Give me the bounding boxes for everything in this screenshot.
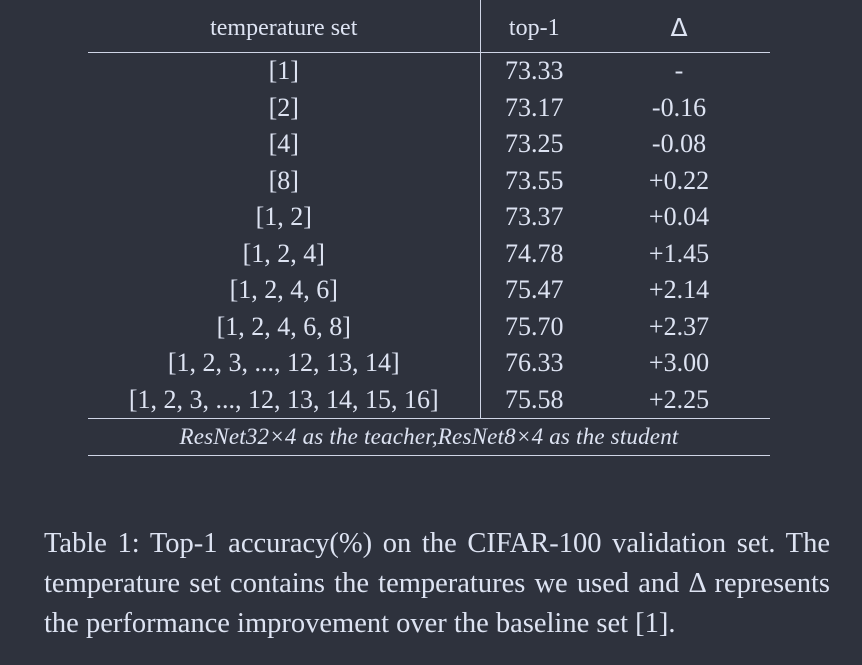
cell-delta: +0.22 bbox=[648, 165, 710, 195]
cell-delta: +2.14 bbox=[648, 275, 710, 305]
cell-delta: +2.37 bbox=[648, 311, 710, 341]
cell-temperature-set: [1, 2, 4, 6, 8] bbox=[88, 308, 481, 345]
table-row: [8] 73.55 +0.22 bbox=[88, 162, 770, 199]
header-delta: Δ bbox=[588, 0, 770, 53]
cell-top1: 73.33 bbox=[505, 56, 564, 86]
cell-delta: -0.08 bbox=[651, 129, 707, 159]
cell-temperature-set: [1] bbox=[88, 52, 481, 90]
cell-delta: +1.45 bbox=[648, 238, 710, 268]
cell-top1: 73.55 bbox=[505, 165, 564, 195]
table-row: [1, 2, 4, 6] 75.47 +2.14 bbox=[88, 272, 770, 309]
cell-top1: 76.33 bbox=[505, 348, 564, 378]
results-table-container: temperature set top-1 Δ [1] 73.33 - [2] … bbox=[88, 0, 770, 456]
cell-temperature-set: [1, 2, 3, ..., 12, 13, 14, 15, 16] bbox=[88, 381, 481, 419]
cell-delta: - bbox=[674, 56, 684, 86]
table-row: [1, 2, 4, 6, 8] 75.70 +2.37 bbox=[88, 308, 770, 345]
cell-top1: 73.37 bbox=[505, 202, 564, 232]
header-top1: top-1 bbox=[480, 0, 588, 53]
table-body: [1] 73.33 - [2] 73.17 -0.16 [4] 73.25 -0… bbox=[88, 52, 770, 419]
cell-top1: 74.78 bbox=[505, 238, 564, 268]
cell-top1: 75.47 bbox=[505, 275, 564, 305]
results-table: temperature set top-1 Δ [1] 73.33 - [2] … bbox=[88, 0, 770, 456]
table-row: [1] 73.33 - bbox=[88, 52, 770, 90]
footer-row: ResNet32×4 as the teacher,ResNet8×4 as t… bbox=[88, 418, 770, 456]
delta-symbol: Δ bbox=[670, 13, 688, 42]
header-row: temperature set top-1 Δ bbox=[88, 0, 770, 53]
cell-top1: 73.17 bbox=[505, 92, 564, 122]
footer-note: ResNet32×4 as the teacher,ResNet8×4 as t… bbox=[88, 418, 770, 456]
table-row: [1, 2, 4] 74.78 +1.45 bbox=[88, 235, 770, 272]
cell-temperature-set: [1, 2, 3, ..., 12, 13, 14] bbox=[88, 345, 481, 382]
table-row: [1, 2, 3, ..., 12, 13, 14, 15, 16] 75.58… bbox=[88, 381, 770, 419]
table-row: [1, 2] 73.37 +0.04 bbox=[88, 199, 770, 236]
table-row: [2] 73.17 -0.16 bbox=[88, 89, 770, 126]
table-footer: ResNet32×4 as the teacher,ResNet8×4 as t… bbox=[88, 418, 770, 456]
table-row: [4] 73.25 -0.08 bbox=[88, 126, 770, 163]
cell-delta: +0.04 bbox=[648, 202, 710, 232]
cell-delta: -0.16 bbox=[651, 92, 707, 122]
cell-top1: 75.70 bbox=[505, 311, 564, 341]
cell-top1: 75.58 bbox=[505, 384, 564, 414]
table-row: [1, 2, 3, ..., 12, 13, 14] 76.33 +3.00 bbox=[88, 345, 770, 382]
header-temperature-set: temperature set bbox=[88, 0, 481, 53]
table-caption: Table 1: Top-1 accuracy(%) on the CIFAR-… bbox=[44, 527, 830, 639]
cell-delta: +3.00 bbox=[648, 348, 710, 378]
cell-temperature-set: [1, 2] bbox=[88, 199, 481, 236]
cell-temperature-set: [4] bbox=[88, 126, 481, 163]
cell-temperature-set: [8] bbox=[88, 162, 481, 199]
cell-delta: +2.25 bbox=[648, 384, 710, 414]
cell-temperature-set: [1, 2, 4, 6] bbox=[88, 272, 481, 309]
table-header: temperature set top-1 Δ bbox=[88, 0, 770, 53]
cell-top1: 73.25 bbox=[505, 129, 564, 159]
cell-temperature-set: [2] bbox=[88, 89, 481, 126]
cell-temperature-set: [1, 2, 4] bbox=[88, 235, 481, 272]
